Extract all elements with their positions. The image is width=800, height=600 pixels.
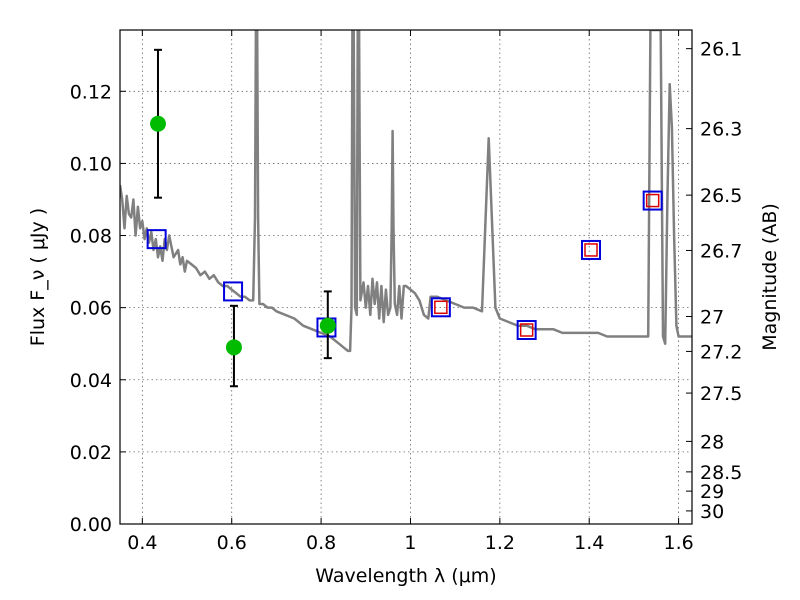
x-tick-label: 1 <box>404 532 416 554</box>
photometry-box-inner-marker <box>584 243 598 257</box>
photometry-box-inner-marker <box>645 193 660 208</box>
x-tick-label: 1.2 <box>485 532 515 554</box>
y-axis-label: Flux F_ν ( μJy ) <box>27 208 49 346</box>
photometry-box-marker <box>642 190 663 211</box>
photometry-box-marker <box>223 281 244 302</box>
plot-frame <box>119 29 693 525</box>
x-tick-label: 1.6 <box>663 532 693 554</box>
y2-tick-label: 27 <box>700 307 724 329</box>
y2-tick-label: 29 <box>700 481 724 503</box>
photometry-box-inner-marker <box>519 323 534 337</box>
y2-axis-label: Magnitude (AB) <box>759 203 781 351</box>
observed-flux-point <box>149 115 166 132</box>
y2-tick-label: 26.1 <box>700 39 742 61</box>
y2-tick-label: 26.7 <box>700 240 742 262</box>
photometry-box-inner-marker <box>434 300 448 315</box>
photometry-box-marker <box>516 320 537 341</box>
y2-tick-label: 28.5 <box>700 462 742 484</box>
y2-tick-label: 27.5 <box>700 383 742 405</box>
photometry-box-marker <box>581 239 602 260</box>
y-tick-label: 0.06 <box>70 298 112 320</box>
x-axis-ticks: 0.4 0.6 0.8 1 1.2 1.4 1.6 <box>127 30 694 554</box>
observed-flux-point <box>319 317 336 334</box>
y-tick-label: 0.00 <box>70 514 112 536</box>
x-tick-label: 0.6 <box>217 532 247 554</box>
model-spectrum-line <box>120 30 692 353</box>
x-tick-label: 1.4 <box>574 532 604 554</box>
x-axis-label: Wavelength λ (μm) <box>315 565 496 587</box>
observed-flux-point <box>225 339 242 356</box>
x-tick-label: 0.8 <box>306 532 336 554</box>
observed-points <box>149 48 336 388</box>
y2-tick-label: 27.2 <box>700 341 742 363</box>
grid-lines <box>120 30 692 525</box>
y-tick-label: 0.12 <box>70 81 112 103</box>
y2-tick-label: 28 <box>700 431 724 453</box>
model-spectrum <box>120 30 692 353</box>
y-axis-ticks: 0.00 0.02 0.04 0.06 0.08 0.10 0.12 <box>70 81 126 536</box>
y-tick-label: 0.08 <box>70 226 112 248</box>
x-tick-label: 0.4 <box>127 532 157 554</box>
y2-tick-label: 30 <box>700 501 724 523</box>
photometry-boxes <box>146 190 663 341</box>
photometry-box-marker <box>430 297 451 318</box>
y-tick-label: 0.02 <box>70 442 112 464</box>
y2-tick-label: 26.5 <box>700 185 742 207</box>
y-tick-label: 0.10 <box>70 153 112 175</box>
y-tick-label: 0.04 <box>70 370 112 392</box>
y2-tick-label: 26.3 <box>700 119 742 141</box>
photometry-box-marker <box>146 229 167 250</box>
